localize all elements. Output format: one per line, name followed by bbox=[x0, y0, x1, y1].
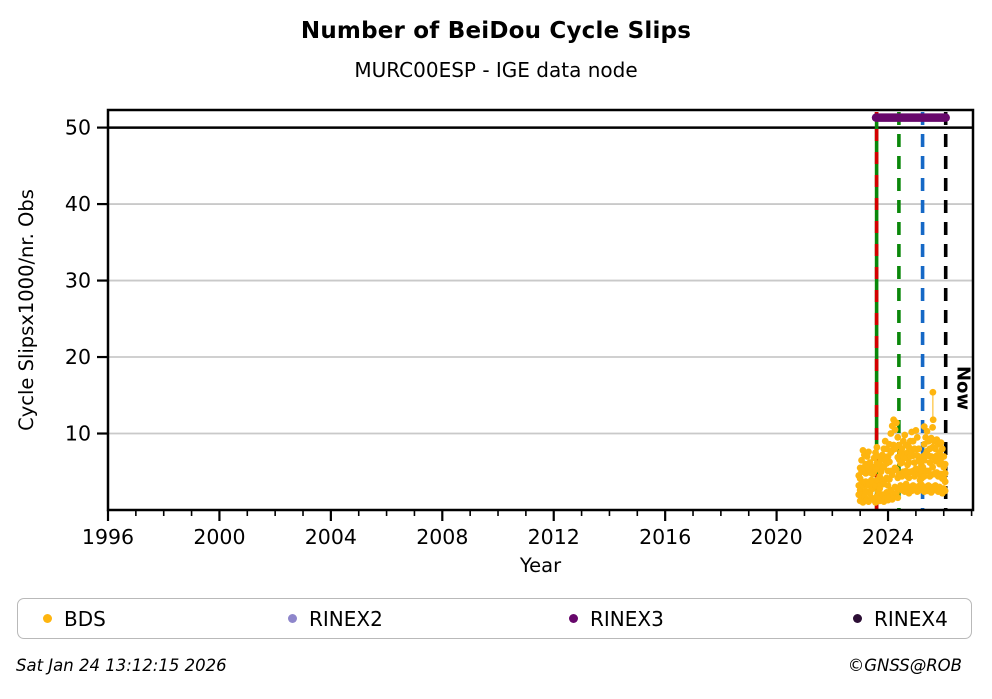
x-tick-label: 2012 bbox=[528, 525, 580, 549]
data-point bbox=[892, 419, 900, 427]
y-axis-label: Cycle Slipsx1000/nr. Obs bbox=[15, 189, 38, 431]
data-point bbox=[912, 427, 920, 434]
legend-label: RINEX3 bbox=[590, 606, 664, 631]
gridlines bbox=[108, 126, 973, 435]
timestamp-label: Sat Jan 24 13:12:15 2026 bbox=[16, 656, 227, 675]
x-tick-label: 2008 bbox=[416, 525, 468, 549]
data-point bbox=[920, 456, 928, 464]
data-point bbox=[929, 388, 937, 396]
data-point bbox=[941, 460, 949, 468]
data-point bbox=[905, 474, 913, 482]
scatter-bds bbox=[855, 388, 949, 506]
data-point bbox=[920, 423, 928, 431]
data-point bbox=[941, 487, 949, 495]
y-tick-label: 40 bbox=[65, 192, 91, 216]
data-point bbox=[898, 459, 906, 466]
page-subtitle: MURC00ESP - IGE data node bbox=[354, 58, 638, 82]
data-point bbox=[886, 458, 893, 466]
event-lines: Now bbox=[874, 112, 974, 509]
x-tick-label: 2004 bbox=[305, 525, 357, 549]
data-point bbox=[879, 451, 886, 459]
data-point bbox=[929, 463, 937, 471]
legend-item-bds: BDS bbox=[43, 599, 106, 638]
data-point bbox=[894, 494, 902, 502]
legend-item-rinex3: RINEX3 bbox=[569, 599, 664, 638]
data-point bbox=[913, 433, 921, 441]
data-point bbox=[905, 459, 913, 466]
data-point bbox=[894, 433, 902, 441]
data-point bbox=[941, 478, 949, 486]
x-tick-label: 2000 bbox=[193, 525, 245, 549]
data-point bbox=[929, 423, 937, 431]
data-point bbox=[938, 445, 946, 453]
y-tick-label: 10 bbox=[65, 422, 91, 446]
legend-label: RINEX4 bbox=[874, 606, 948, 631]
data-point bbox=[920, 472, 928, 480]
legend-label: RINEX2 bbox=[309, 606, 383, 631]
data-point bbox=[941, 469, 949, 477]
legend-item-rinex4: RINEX4 bbox=[853, 599, 948, 638]
data-point bbox=[937, 439, 945, 447]
x-tick-label: 1996 bbox=[82, 525, 134, 549]
legend-box: BDS RINEX2 RINEX3 RINEX4 bbox=[17, 598, 972, 639]
axis-ticks: 1996 2000 2004 2008 2012 2016 2020 2024 10 20 30 40… bbox=[65, 116, 973, 549]
rinex3-marker-icon bbox=[569, 614, 578, 623]
bds-marker-icon bbox=[43, 614, 52, 623]
x-tick-label: 2024 bbox=[862, 525, 914, 549]
x-axis-label: Year bbox=[519, 554, 562, 577]
x-tick-label: 2020 bbox=[751, 525, 803, 549]
page-title: Number of BeiDou Cycle Slips bbox=[300, 18, 692, 44]
y-tick-label: 50 bbox=[65, 116, 91, 140]
data-point bbox=[891, 426, 899, 434]
data-point bbox=[940, 453, 948, 460]
now-label: Now bbox=[953, 366, 974, 410]
credit-label: ©GNSS@ROB bbox=[847, 656, 962, 675]
data-point bbox=[865, 448, 872, 456]
plot-area: Now 1996 2000 2004 2008 2012 2016 2020 2024 10 20 3… bbox=[15, 108, 975, 577]
rinex4-marker-icon bbox=[853, 614, 862, 623]
plot-frame bbox=[106, 108, 975, 512]
rinex2-marker-icon bbox=[288, 614, 297, 623]
legend-item-rinex2: RINEX2 bbox=[288, 599, 383, 638]
data-point bbox=[901, 431, 909, 439]
data-point bbox=[929, 416, 937, 424]
x-tick-label: 2016 bbox=[639, 525, 691, 549]
y-tick-label: 20 bbox=[65, 345, 91, 369]
data-point bbox=[915, 445, 923, 453]
y-tick-label: 30 bbox=[65, 269, 91, 293]
data-point bbox=[873, 443, 881, 451]
legend-label: BDS bbox=[64, 606, 106, 631]
